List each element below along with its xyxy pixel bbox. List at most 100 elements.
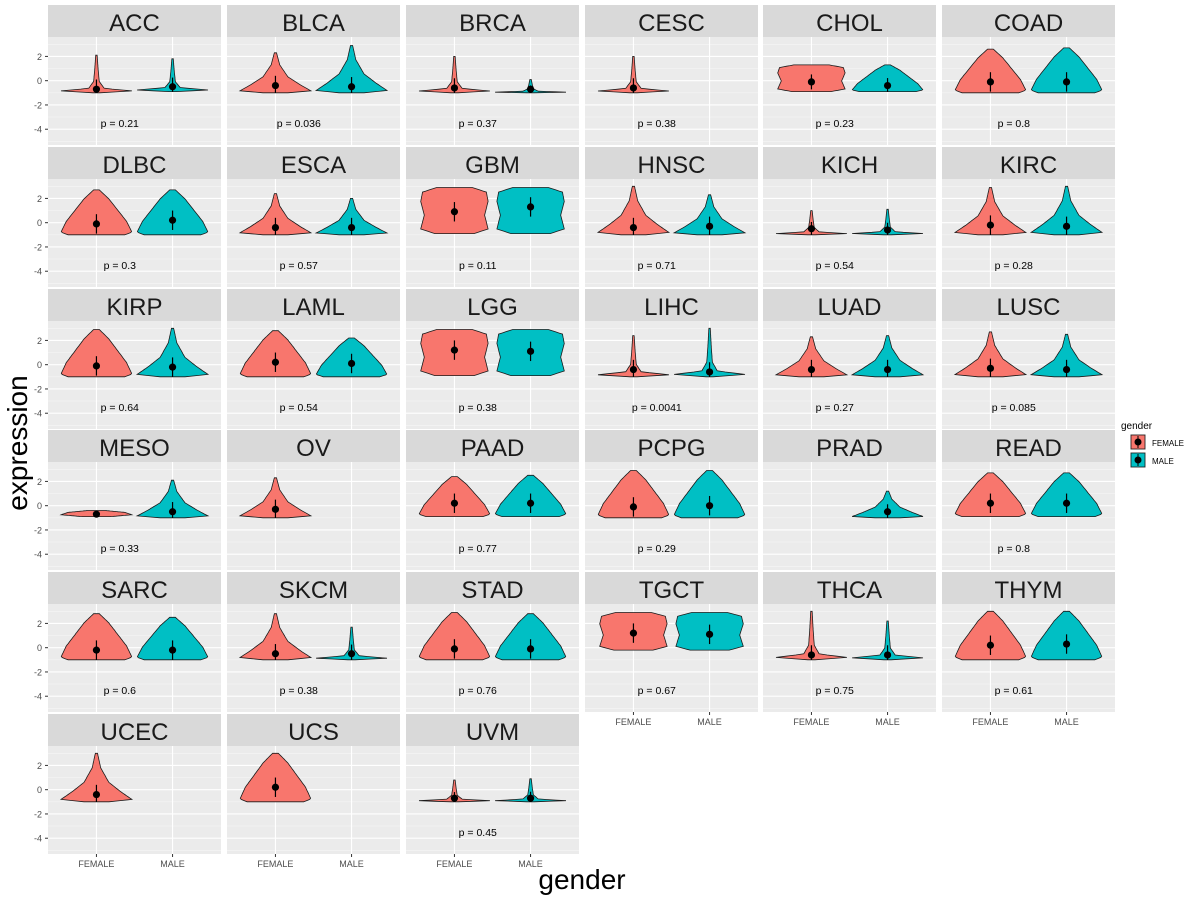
mean-point-male [347, 359, 356, 368]
p-value-label: p = 0.11 [459, 260, 497, 272]
p-value-label: p = 0.77 [459, 543, 497, 555]
strip-label: READ [995, 435, 1062, 462]
strip-label: KIRP [106, 294, 162, 321]
strip-background [227, 572, 400, 604]
legend-entry-male: MALE [1130, 452, 1174, 468]
p-value-label: p = 0.67 [638, 685, 676, 697]
y-tick-label: 2 [37, 619, 42, 629]
mean-point-male [1062, 222, 1071, 230]
panel-skcm: SKCM p = 0.38 [227, 572, 400, 712]
legend-title: gender [1121, 421, 1153, 432]
p-value-label: p = 0.8 [998, 118, 1031, 130]
mean-point-male [883, 81, 892, 90]
panel-ucs: UCS [227, 714, 400, 854]
y-tick-label: 0 [37, 501, 42, 511]
strip-label: CESC [638, 10, 705, 37]
strip-label: GBM [465, 152, 520, 179]
strip-background [763, 289, 936, 321]
panel-esca: ESCA p = 0.57 [227, 147, 400, 287]
y-tick-label: 0 [37, 643, 42, 653]
violin-male [673, 470, 746, 519]
mean-point-male [347, 223, 356, 232]
mean-point-female [807, 225, 816, 233]
mean-point-female [92, 646, 101, 654]
panel-blca: BLCA p = 0.036 [227, 5, 400, 145]
mean-point-female [92, 790, 101, 799]
strip-background [406, 572, 579, 604]
y-tick-label: -2 [34, 100, 42, 110]
strip-background [585, 572, 758, 604]
mean-point-male [168, 646, 177, 654]
x-axis-uvm: FEMALE MALE [436, 854, 543, 869]
y-tick-label: -2 [34, 242, 42, 252]
mean-point-male [168, 363, 177, 371]
mean-point-female [986, 221, 995, 229]
panel-meso: MESO 2 0 -2 -4 p = 0.33 [34, 430, 221, 570]
panel-prad: PRAD [763, 430, 936, 570]
p-value-label: p = 0.75 [816, 685, 854, 697]
violin-female [239, 752, 312, 803]
strip-label: DLBC [102, 152, 166, 179]
strip-label: THYM [995, 577, 1063, 604]
violin-female [954, 610, 1027, 661]
strip-background [406, 430, 579, 462]
legend-entry-label: MALE [1152, 457, 1174, 466]
panel-lihc: LIHC p = 0.0041 [585, 289, 758, 429]
mean-point-female [271, 650, 280, 658]
strip-label: PCPG [637, 435, 705, 462]
strip-background [227, 5, 400, 37]
x-tick-label: MALE [1054, 717, 1079, 727]
strip-background [763, 5, 936, 37]
mean-point-female [986, 78, 995, 86]
p-value-label: p = 0.61 [995, 685, 1033, 697]
mean-point-male [1062, 499, 1071, 507]
panel-pcpg: PCPG p = 0.29 [585, 430, 758, 570]
x-axis-ucs: FEMALE MALE [257, 854, 364, 869]
violin-female [238, 193, 313, 236]
mean-point-female [629, 223, 638, 232]
x-axis-tgct: FEMALE MALE [615, 712, 722, 727]
x-tick-label: FEMALE [793, 717, 829, 727]
strip-label: SARC [101, 577, 168, 604]
panel-kich: KICH p = 0.54 [763, 147, 936, 287]
panel-ov: OV [227, 430, 400, 570]
legend: gender FEMALE MALE [1121, 421, 1184, 468]
panel-stad: STAD p = 0.76 [406, 572, 579, 712]
mean-point-male [526, 645, 535, 653]
violin-female [238, 477, 313, 519]
x-axis-thca: FEMALE MALE [793, 712, 900, 727]
strip-background [48, 572, 221, 604]
strip-label: LAML [282, 294, 345, 321]
p-value-label: p = 0.38 [280, 685, 318, 697]
strip-background [942, 5, 1115, 37]
p-value-label: p = 0.38 [638, 118, 676, 130]
panel-ucec: UCEC 2 0 -2 -4 [34, 714, 221, 854]
violin-female [597, 56, 669, 94]
x-axis-thym: FEMALE MALE [972, 712, 1079, 727]
violin-male [1030, 47, 1103, 94]
legend-key-point [1134, 456, 1142, 464]
violin-male [137, 58, 209, 92]
strip-label: HNSC [637, 152, 705, 179]
mean-point-female [92, 362, 101, 370]
mean-point-male [168, 216, 177, 224]
mean-point-male [705, 222, 714, 230]
mean-point-female [271, 505, 280, 513]
panel-luad: LUAD p = 0.27 [763, 289, 936, 429]
violin-female [238, 613, 313, 661]
violin-male [316, 626, 388, 661]
violin-male [495, 778, 567, 803]
violin-male [850, 335, 925, 378]
violin-male [494, 613, 567, 661]
strip-label: CHOL [816, 10, 883, 37]
legend-entry-female: FEMALE [1130, 434, 1184, 450]
p-value-label: p = 0.54 [816, 260, 854, 272]
violin-male [852, 208, 924, 236]
violin-female [597, 470, 670, 519]
violin-female [418, 779, 490, 803]
y-tick-label: 0 [37, 218, 42, 228]
x-axes: FEMALE MALE FEMALE MALE FEMALE MALE FEMALE MALE… [78, 712, 1079, 869]
mean-point-male [705, 368, 714, 376]
mean-point-male [168, 83, 177, 91]
mean-point-female [450, 645, 459, 653]
